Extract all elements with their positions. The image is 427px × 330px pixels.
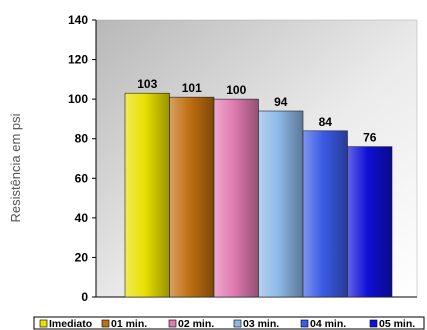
legend-box: [33, 316, 425, 330]
legend-label: 01 min.: [111, 318, 147, 330]
bar: [124, 92, 170, 298]
legend-label: 02 min.: [178, 318, 214, 330]
y-tick-label: 120: [68, 53, 88, 67]
legend-swatch: [233, 319, 242, 328]
bar: [213, 98, 259, 298]
y-tick-label: 80: [75, 132, 89, 146]
data-label: 103: [137, 77, 157, 91]
data-label: 76: [363, 131, 377, 145]
legend-label: 05 min.: [379, 318, 415, 330]
data-labels: 103 101 100 94 84 76: [137, 77, 377, 144]
data-label: 100: [226, 83, 246, 97]
legend-label: 04 min.: [310, 318, 346, 330]
y-tick-label: 140: [68, 13, 88, 27]
bar: [169, 96, 215, 298]
legend-swatch: [101, 319, 110, 328]
data-label: 94: [274, 95, 288, 109]
legend-label: Imediato: [49, 318, 92, 330]
bar: [258, 110, 304, 298]
bars: [124, 92, 393, 298]
legend-swatch: [300, 319, 309, 328]
legend: Imediato 01 min. 02 min. 03 min. 04 min. 05 m…: [33, 316, 425, 330]
y-tick-label: 100: [68, 92, 88, 106]
legend-swatch: [168, 319, 177, 328]
y-tick-label: 0: [81, 290, 88, 304]
data-label: 101: [182, 81, 202, 95]
legend-swatch: [39, 319, 48, 328]
bar: [347, 146, 393, 298]
bar: [302, 130, 348, 298]
y-tick-label: 40: [75, 211, 89, 225]
y-tick-label: 60: [75, 171, 89, 185]
legend-swatch: [369, 319, 378, 328]
y-axis-label: Resistência em psi: [8, 113, 23, 222]
data-label: 84: [319, 115, 333, 129]
legend-label: 03 min.: [243, 318, 279, 330]
y-tick-label: 20: [75, 250, 89, 264]
